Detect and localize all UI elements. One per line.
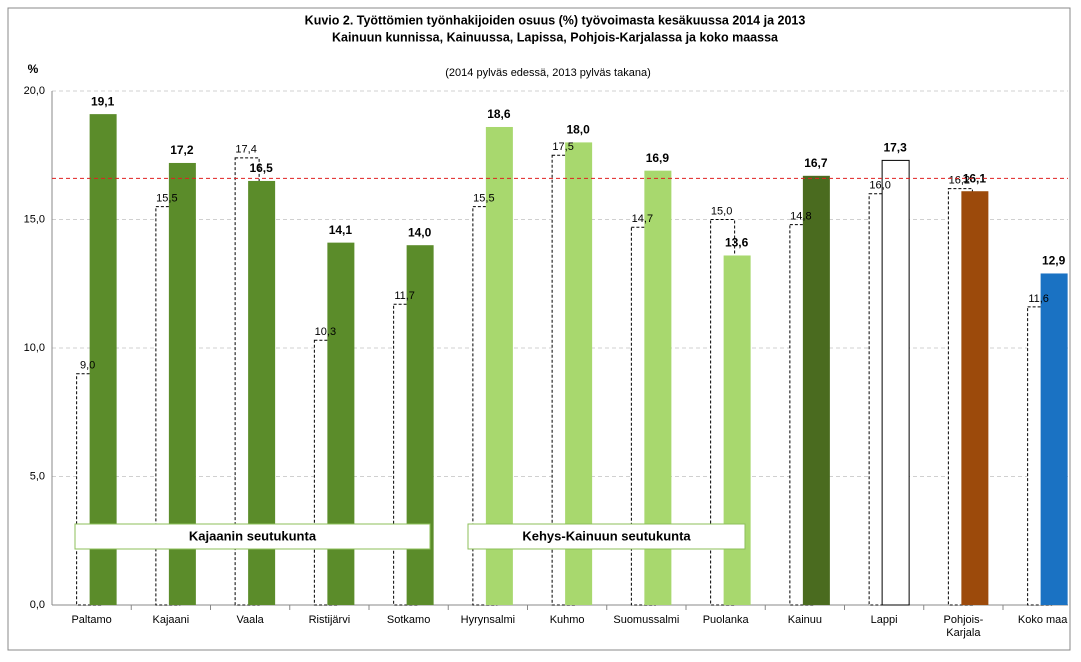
y-tick-label: 20,0 [24, 85, 45, 97]
data-label-2013: 16,2 [949, 175, 970, 187]
x-tick-label: Suomussalmi [613, 614, 679, 626]
x-tick-label: Kuhmo [550, 614, 585, 626]
x-tick-label: Puolanka [703, 614, 750, 626]
data-label-2014: 18,0 [566, 123, 590, 137]
data-label-2014: 17,2 [170, 143, 194, 157]
data-label-2014: 16,9 [646, 151, 670, 165]
data-label-2014: 14,1 [329, 223, 353, 237]
data-label-2013: 9,0 [80, 360, 95, 372]
data-label-2014: 16,7 [804, 156, 828, 170]
chart-subtitle: (2014 pylväs edessä, 2013 pylväs takana) [445, 67, 650, 79]
data-label-2014: 16,1 [963, 171, 987, 185]
x-tick-label: Hyrynsalmi [461, 614, 515, 626]
data-label-2014: 17,3 [883, 141, 907, 155]
chart-title: Kainuun kunnissa, Kainuussa, Lapissa, Po… [332, 30, 779, 44]
bar-2014 [1040, 273, 1068, 605]
data-label-2013: 14,8 [790, 211, 811, 223]
data-label-2014: 13,6 [725, 236, 749, 250]
annotation: Kehys-Kainuun seutukunta [522, 528, 691, 543]
y-tick-label: 5,0 [30, 470, 45, 482]
data-label-2014: 16,5 [249, 161, 273, 175]
data-label-2013: 15,5 [473, 193, 494, 205]
x-tick-label: Pohjois-Karjala [944, 614, 984, 639]
x-tick-label: Paltamo [71, 614, 111, 626]
x-tick-label: Koko maa [1018, 614, 1068, 626]
data-label-2013: 16,0 [869, 180, 890, 192]
x-tick-label: Lappi [871, 614, 898, 626]
data-label-2014: 19,1 [91, 94, 115, 108]
bar-2014 [89, 114, 117, 605]
data-label-2013: 15,5 [156, 193, 177, 205]
data-label-2013: 14,7 [632, 213, 653, 225]
bar-2014 [723, 255, 751, 606]
annotation-box [74, 523, 431, 550]
x-tick-label: Ristijärvi [309, 614, 351, 626]
data-label-2013: 11,6 [1028, 293, 1049, 305]
x-tick-label: Kajaani [153, 614, 190, 626]
data-label-2013: 10,3 [315, 326, 336, 338]
data-label-2013: 11,7 [394, 290, 415, 302]
data-label-2013: 15,0 [711, 205, 732, 217]
annotation-box [467, 523, 746, 550]
data-label-2014: 14,0 [408, 225, 432, 239]
x-tick-label: Vaala [236, 614, 264, 626]
annotation: Kajaanin seutukunta [189, 528, 317, 543]
data-label-2013: 17,4 [235, 144, 256, 156]
bar-2014 [327, 242, 355, 605]
y-tick-label: 0,0 [30, 599, 45, 611]
bar-2014 [881, 159, 910, 606]
data-label-2014: 18,6 [487, 107, 511, 121]
data-label-2014: 12,9 [1042, 254, 1066, 268]
y-tick-label: 10,0 [24, 342, 45, 354]
bar-2014 [961, 191, 989, 606]
bar-2014 [802, 175, 830, 605]
y-tick-label: 15,0 [24, 213, 45, 225]
chart-title: Kuvio 2. Työttömien työnhakijoiden osuus… [305, 13, 806, 27]
y-axis-label: % [28, 62, 39, 76]
x-tick-label: Kainuu [788, 614, 822, 626]
data-label-2013: 17,5 [552, 141, 573, 153]
x-tick-label: Sotkamo [387, 614, 430, 626]
